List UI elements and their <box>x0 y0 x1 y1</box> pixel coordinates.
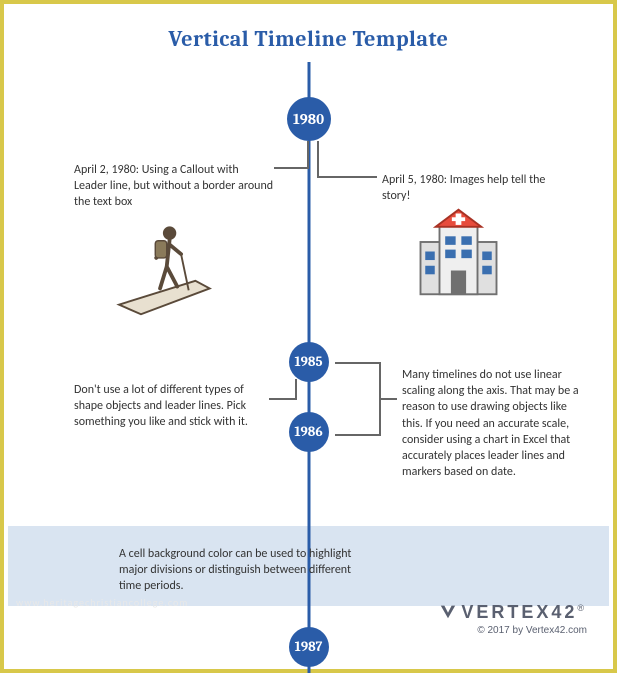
leader-line <box>295 379 297 400</box>
watermark: www.heritagechristiancollege.com <box>16 596 188 609</box>
leader-line <box>269 398 295 400</box>
callout-text: Many timelines do not use linear scaling… <box>402 367 580 480</box>
brand-logo-icon <box>439 602 457 620</box>
leader-line <box>381 398 397 400</box>
hospital-icon <box>411 204 506 304</box>
leader-line <box>307 141 309 169</box>
brand-copyright: © 2017 by Vertex42.com <box>439 625 587 636</box>
brand-registered: ® <box>577 603 587 613</box>
brand-block: VERTEX42® © 2017 by Vertex42.com <box>439 602 587 636</box>
leader-line <box>274 167 307 169</box>
leader-line <box>317 141 319 178</box>
callout-text: April 2, 1980: Using a Callout with Lead… <box>74 162 274 211</box>
year-marker: 1980 <box>287 97 331 141</box>
brand-text: VERTEX42 <box>461 602 577 622</box>
year-marker: 1987 <box>289 627 329 667</box>
callout-text: Don't use a lot of different types of sh… <box>74 382 269 431</box>
callout-text: April 5, 1980: Images help tell the stor… <box>382 172 567 204</box>
brand-name: VERTEX42® <box>439 602 587 623</box>
page-title: Vertical Timeline Template <box>4 26 613 52</box>
year-label: 1980 <box>293 111 324 128</box>
year-label: 1987 <box>295 640 323 655</box>
leader-line <box>335 434 379 436</box>
leader-line <box>335 362 379 364</box>
callout-text: A cell background color can be used to h… <box>119 546 369 595</box>
year-label: 1985 <box>294 355 322 370</box>
leader-line <box>319 176 377 178</box>
year-label: 1986 <box>294 425 322 440</box>
timeline-frame: Vertical Timeline Template 1980 1985 198… <box>0 0 617 673</box>
year-marker: 1986 <box>289 412 329 452</box>
year-marker: 1985 <box>289 342 329 382</box>
hiker-icon <box>114 214 229 319</box>
